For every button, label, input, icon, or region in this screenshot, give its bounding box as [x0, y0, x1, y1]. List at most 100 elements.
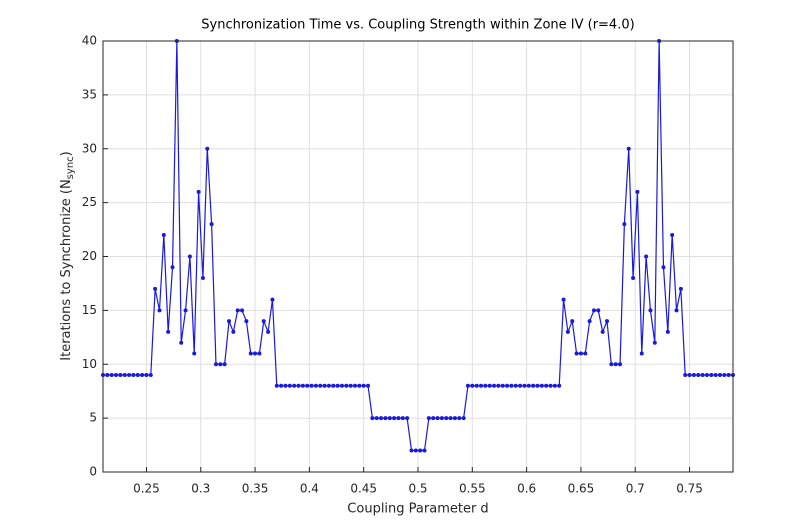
data-point	[131, 373, 136, 378]
data-point	[305, 383, 310, 388]
data-point	[483, 383, 488, 388]
data-point	[704, 373, 709, 378]
x-tick-label: 0.3	[191, 482, 210, 496]
data-point	[726, 373, 731, 378]
data-point	[318, 383, 323, 388]
data-point	[374, 416, 379, 421]
data-point	[300, 383, 305, 388]
data-point	[713, 373, 718, 378]
data-point	[157, 308, 162, 313]
data-point	[665, 329, 670, 334]
data-point	[709, 373, 714, 378]
data-point	[465, 383, 470, 388]
data-line	[103, 40, 733, 452]
y-axis-label: Iterations to Synchronize (Nsync)	[59, 151, 77, 360]
data-point	[231, 329, 236, 334]
data-point	[244, 319, 249, 324]
data-point	[557, 383, 562, 388]
data-point	[283, 383, 288, 388]
data-point	[609, 362, 614, 367]
data-point	[396, 416, 401, 421]
data-point	[678, 286, 683, 291]
data-point	[600, 329, 605, 334]
data-point	[261, 319, 266, 324]
data-point	[339, 383, 344, 388]
data-point	[366, 383, 371, 388]
data-point	[348, 383, 353, 388]
x-tick-label: 0.35	[242, 482, 269, 496]
grid	[103, 40, 733, 473]
data-point	[431, 416, 436, 421]
data-point	[674, 308, 679, 313]
data-point	[183, 308, 188, 313]
data-point	[387, 416, 392, 421]
y-label-sub: sync	[65, 156, 76, 179]
y-tick-label: 35	[82, 87, 97, 101]
data-point	[661, 265, 666, 270]
data-point	[296, 383, 301, 388]
data-point	[626, 146, 631, 151]
data-point	[722, 373, 727, 378]
data-point	[135, 373, 140, 378]
data-point	[448, 416, 453, 421]
data-point	[470, 383, 475, 388]
data-point	[118, 373, 123, 378]
data-point	[578, 351, 583, 356]
data-point	[439, 416, 444, 421]
data-point	[370, 416, 375, 421]
data-point	[379, 416, 384, 421]
y-tick-label: 15	[82, 303, 97, 317]
data-point	[570, 319, 575, 324]
data-point	[127, 373, 132, 378]
data-point	[474, 383, 479, 388]
data-point	[479, 383, 483, 388]
data-point	[335, 383, 340, 388]
data-point	[344, 383, 349, 388]
x-tick-label: 0.4	[300, 482, 319, 496]
y-tick-label: 30	[82, 141, 97, 155]
data-point	[361, 383, 366, 388]
data-point	[426, 416, 431, 421]
x-tick-label: 0.5	[408, 482, 427, 496]
data-point	[196, 189, 201, 194]
data-point	[652, 340, 657, 345]
y-tick-label: 5	[89, 411, 97, 425]
data-point	[444, 416, 449, 421]
data-point	[153, 286, 158, 291]
data-point	[392, 416, 397, 421]
data-point	[500, 383, 505, 388]
data-point	[487, 383, 492, 388]
data-point	[457, 416, 462, 421]
x-tick-label: 0.7	[626, 482, 645, 496]
data-point	[422, 448, 427, 453]
y-tick-label: 25	[82, 195, 97, 209]
data-point	[565, 329, 570, 334]
data-point	[405, 416, 410, 421]
plot	[101, 39, 735, 453]
data-point	[435, 416, 440, 421]
data-point	[161, 232, 166, 237]
data-point	[240, 308, 245, 313]
data-point	[509, 383, 514, 388]
data-point	[253, 351, 258, 356]
data-point	[148, 373, 153, 378]
data-point	[574, 351, 579, 356]
data-point	[683, 373, 688, 378]
data-point	[413, 448, 418, 453]
data-point	[461, 416, 466, 421]
data-point	[383, 416, 388, 421]
data-point	[552, 383, 557, 388]
data-point	[192, 351, 197, 356]
data-point	[109, 373, 114, 378]
data-point	[179, 340, 184, 345]
data-point	[313, 383, 318, 388]
data-point	[639, 351, 644, 356]
data-point	[505, 383, 510, 388]
y-tick-label: 40	[82, 34, 97, 48]
data-point	[187, 254, 192, 259]
x-tick-label: 0.25	[133, 482, 160, 496]
data-point	[544, 383, 549, 388]
data-point	[140, 373, 145, 378]
data-point	[561, 297, 566, 302]
chart-title: Synchronization Time vs. Coupling Streng…	[201, 18, 634, 33]
